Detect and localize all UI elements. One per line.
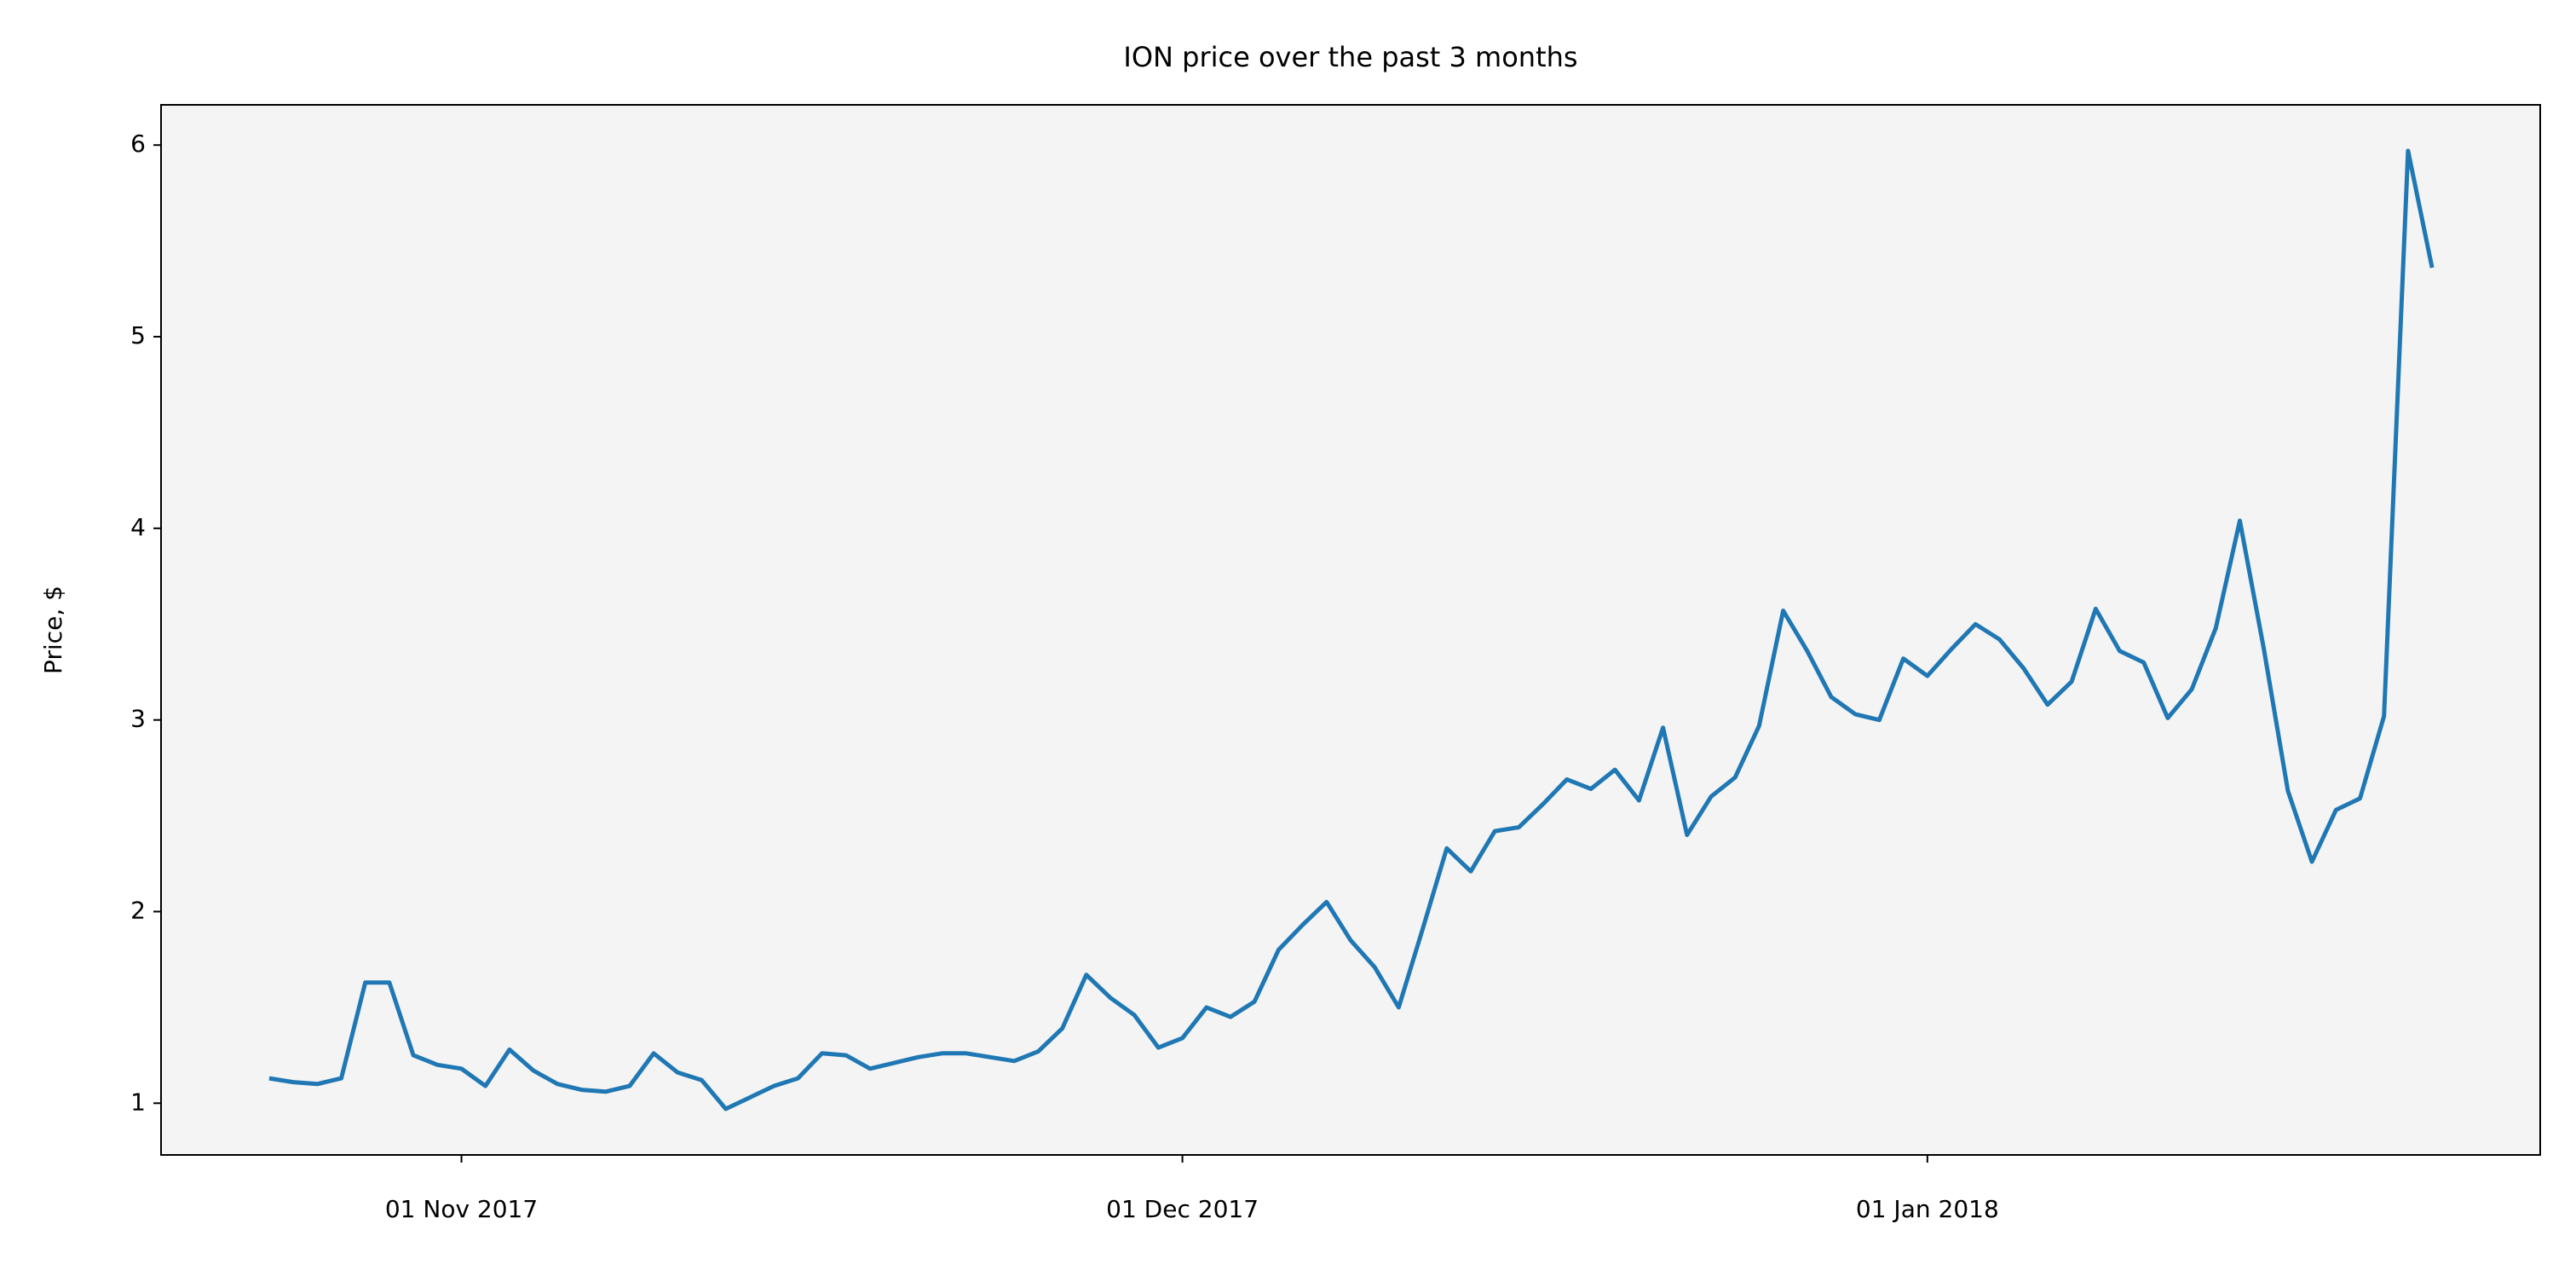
y-tick-label: 2 <box>130 896 146 924</box>
y-tick-label: 5 <box>130 321 146 349</box>
y-axis-label: Price, $ <box>39 586 67 674</box>
x-tick-label: 01 Jan 2018 <box>1856 1195 1999 1223</box>
plot-frame <box>160 104 2541 1156</box>
plot-background <box>161 105 2540 1155</box>
price-line <box>268 148 2435 1111</box>
y-tick-label: 6 <box>130 130 146 158</box>
x-tick-label: 01 Dec 2017 <box>1106 1195 1259 1223</box>
y-tick-label: 1 <box>130 1088 146 1116</box>
y-tick-label: 4 <box>130 513 146 541</box>
chart-title: ION price over the past 3 months <box>1123 41 1577 73</box>
x-tick-label: 01 Nov 2017 <box>385 1195 538 1223</box>
y-tick-label: 3 <box>130 705 146 733</box>
